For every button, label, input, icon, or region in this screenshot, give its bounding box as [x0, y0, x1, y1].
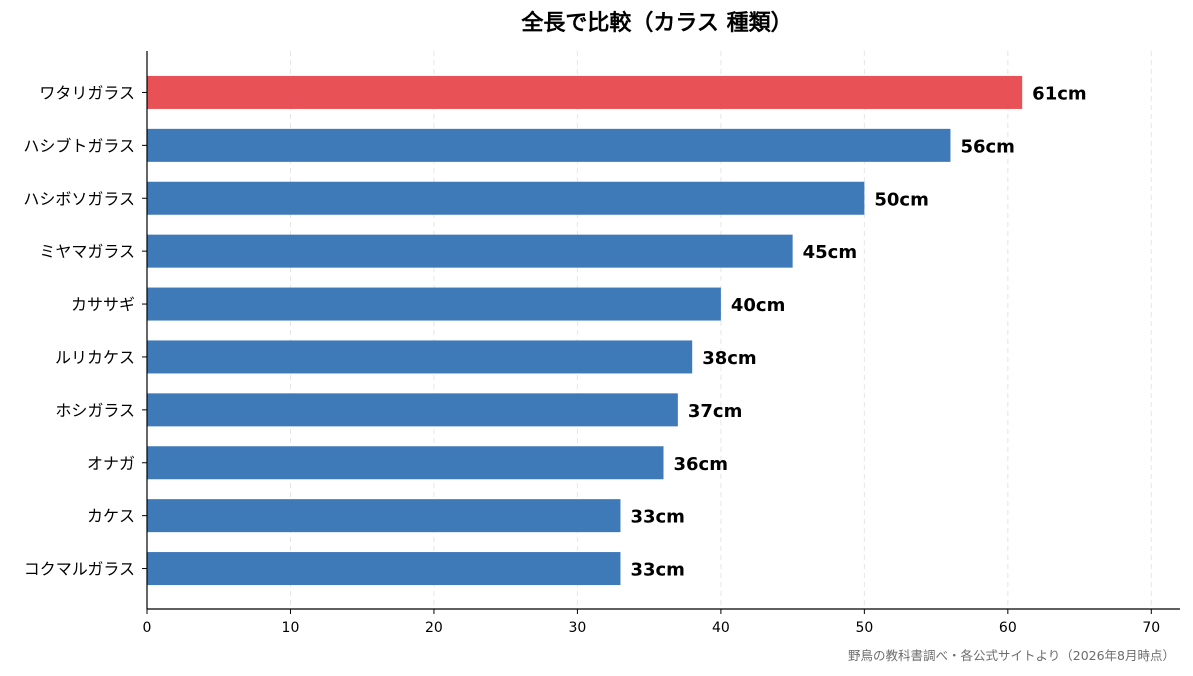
category-label: カササギ [71, 295, 135, 314]
x-tick-label: 0 [143, 620, 152, 636]
bar [147, 75, 1023, 109]
bar [147, 287, 721, 321]
category-label: ワタリガラス [39, 83, 135, 102]
category-label: オナガ [87, 454, 135, 473]
bar [147, 393, 678, 427]
x-tick-label: 70 [1142, 620, 1160, 636]
x-tick-label: 60 [999, 620, 1017, 636]
data-label: 56cm [960, 136, 1014, 157]
bar [147, 552, 621, 586]
x-tick-label: 10 [282, 620, 300, 636]
bar [147, 128, 951, 162]
data-label: 38cm [702, 348, 756, 369]
bar [147, 499, 621, 533]
chart-title: 全長で比較（カラス 種類） [520, 10, 792, 36]
category-label: ホシガラス [55, 401, 135, 420]
data-label: 36cm [674, 454, 728, 475]
x-tick-label: 20 [425, 620, 443, 636]
bar [147, 340, 693, 374]
category-label: ルリカケス [55, 348, 135, 367]
x-tick-label: 50 [855, 620, 873, 636]
plot-area: ワタリガラス 61cm ハシブトガラス 56cm ハシボソガラス 50cm ミヤマガラス 45… [23, 51, 1180, 636]
source-note: 野鳥の教科書調べ・各公式サイトより（2026年8月時点） [848, 648, 1175, 663]
category-label: カケス [87, 507, 135, 526]
category-label: コクマルガラス [24, 560, 135, 579]
category-label: ミヤマガラス [39, 242, 135, 261]
data-label: 61cm [1032, 83, 1086, 104]
x-tick-label: 30 [569, 620, 587, 636]
x-tick-label: 40 [712, 620, 730, 636]
bar [147, 446, 664, 480]
bar [147, 234, 793, 268]
category-label: ハシブトガラス [23, 136, 135, 155]
data-label: 33cm [630, 560, 684, 581]
data-label: 37cm [688, 401, 742, 422]
category-label: ハシボソガラス [23, 189, 135, 208]
data-label: 33cm [630, 507, 684, 528]
bar [147, 181, 865, 215]
data-label: 50cm [874, 189, 928, 210]
data-label: 45cm [803, 242, 857, 263]
data-label: 40cm [731, 295, 785, 316]
